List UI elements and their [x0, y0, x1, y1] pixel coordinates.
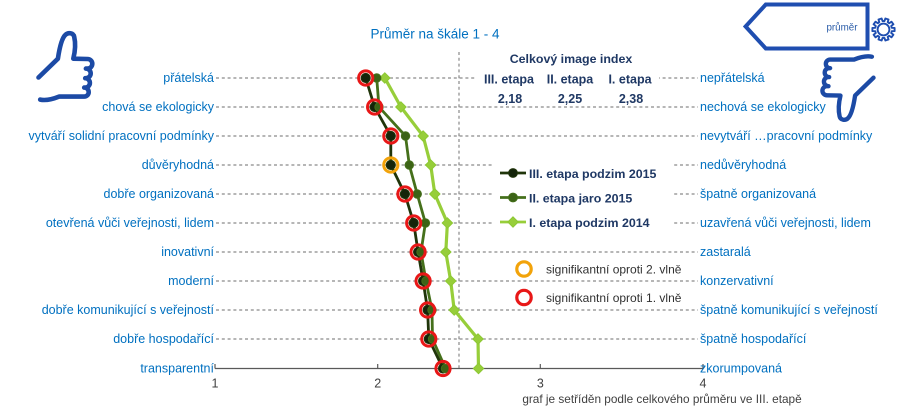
svg-text:konzervativní: konzervativní — [700, 274, 774, 288]
svg-text:důvěryhodná: důvěryhodná — [142, 158, 214, 172]
svg-text:2: 2 — [374, 377, 381, 391]
svg-text:4: 4 — [700, 377, 707, 391]
svg-text:graf je setříděn podle celkové: graf je setříděn podle celkového průměru… — [522, 392, 802, 406]
svg-text:otevřená vůči veřejnosti, lide: otevřená vůči veřejnosti, lidem — [46, 216, 214, 230]
svg-text:2,18: 2,18 — [498, 92, 522, 106]
svg-text:zkorumpovaná: zkorumpovaná — [700, 362, 782, 376]
svg-text:zastaralá: zastaralá — [700, 245, 751, 259]
svg-text:3: 3 — [537, 377, 544, 391]
svg-text:vytváří solidní pracovní podmí: vytváří solidní pracovní podmínky — [29, 129, 215, 143]
svg-text:signifikantní oproti 2. vlně: signifikantní oproti 2. vlně — [546, 263, 682, 277]
svg-text:I. etapa podzim 2014: I. etapa podzim 2014 — [529, 216, 650, 230]
svg-text:II. etapa jaro 2015: II. etapa jaro 2015 — [529, 191, 632, 205]
svg-text:moderní: moderní — [168, 274, 214, 288]
svg-text:dobře organizovaná: dobře organizovaná — [104, 187, 215, 201]
svg-text:špatně organizovaná: špatně organizovaná — [700, 187, 816, 201]
svg-text:nedůvěryhodná: nedůvěryhodná — [700, 158, 786, 172]
svg-text:dobře komunikující s veřejnost: dobře komunikující s veřejností — [42, 303, 215, 317]
svg-text:špatně hospodařící: špatně hospodařící — [700, 332, 807, 346]
svg-text:přátelská: přátelská — [163, 71, 214, 85]
svg-text:nevytváří …pracovní podmínky: nevytváří …pracovní podmínky — [700, 129, 873, 143]
svg-text:Celkový image index: Celkový image index — [510, 52, 633, 66]
svg-text:I. etapa: I. etapa — [608, 73, 652, 87]
svg-text:transparentní: transparentní — [140, 362, 214, 376]
svg-text:Průměr na škále 1 - 4: Průměr na škále 1 - 4 — [370, 27, 500, 42]
svg-text:2,38: 2,38 — [619, 92, 643, 106]
svg-text:špatně komunikující s veřejno: špatně komunikující s veřejností — [700, 303, 878, 317]
svg-text:signifikantní oproti 1. vlně: signifikantní oproti 1. vlně — [546, 291, 682, 305]
svg-text:průměr: průměr — [826, 23, 858, 34]
svg-text:dobře hospodařící: dobře hospodařící — [113, 332, 214, 346]
svg-text:uzavřená vůči veřejnosti, lide: uzavřená vůči veřejnosti, lidem — [700, 216, 871, 230]
svg-text:1: 1 — [212, 377, 219, 391]
svg-text:III. etapa podzim 2015: III. etapa podzim 2015 — [529, 167, 657, 181]
svg-text:III. etapa: III. etapa — [484, 73, 535, 87]
svg-text:nechová se ekologicky: nechová se ekologicky — [700, 100, 827, 114]
svg-text:inovativní: inovativní — [161, 245, 214, 259]
svg-text:2,25: 2,25 — [558, 92, 582, 106]
svg-text:chová se ekologicky: chová se ekologicky — [102, 100, 215, 114]
svg-text:II. etapa: II. etapa — [547, 73, 595, 87]
svg-text:nepřátelská: nepřátelská — [700, 71, 765, 85]
